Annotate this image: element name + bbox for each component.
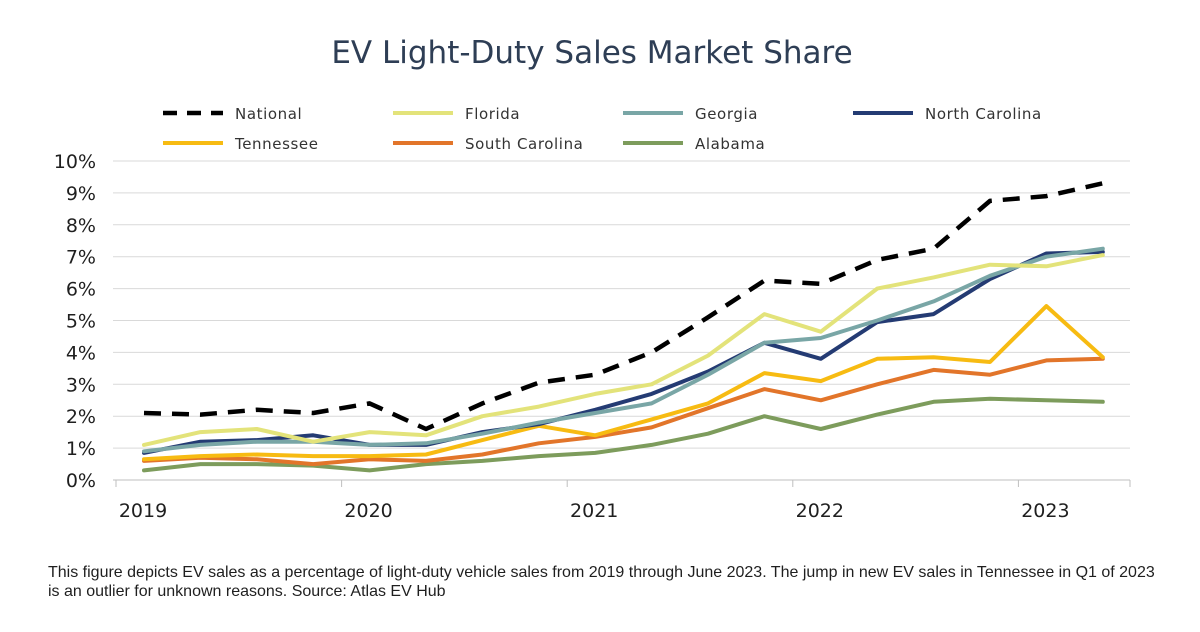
chart-gridlines: [113, 160, 1130, 449]
chart-series: [142, 181, 1105, 473]
legend-label: Georgia: [695, 105, 758, 123]
y-tick-label: 6%: [66, 279, 96, 301]
x-axis: 2019 2020 2021 2022 2023: [113, 479, 1131, 522]
legend-label: Florida: [465, 105, 520, 123]
x-tick-label: 2021: [570, 500, 618, 522]
series-line-alabama: [142, 396, 1105, 473]
legend-label: National: [235, 105, 302, 123]
series-line-north-carolina: [142, 249, 1105, 455]
y-tick-label: 9%: [66, 183, 96, 205]
y-tick-label: 0%: [66, 470, 96, 492]
chart-title: EV Light-Duty Sales Market Share: [331, 35, 852, 71]
chart-legend: National Florida Georgia North Carolina Tenn…: [163, 105, 1042, 153]
series-line-florida: [142, 253, 1105, 447]
y-tick-label: 2%: [66, 406, 96, 428]
legend-label: Tennessee: [234, 135, 319, 153]
y-tick-label: 8%: [66, 215, 96, 237]
x-tick-label: 2019: [119, 500, 167, 522]
x-tick-label: 2020: [344, 500, 392, 522]
y-tick-label: 5%: [66, 311, 96, 333]
x-tick-label: 2022: [796, 500, 844, 522]
figure-caption: This figure depicts EV sales as a percen…: [48, 564, 1155, 600]
y-axis-ticks: 0% 1% 2% 3% 4% 5% 6% 7% 8% 9% 10%: [54, 151, 96, 492]
y-tick-label: 7%: [66, 247, 96, 269]
series-line-national: [143, 181, 1104, 432]
y-tick-label: 4%: [66, 342, 96, 364]
series-line-south-carolina: [142, 356, 1105, 467]
legend-label: South Carolina: [465, 135, 583, 153]
legend-label: Alabama: [695, 135, 765, 153]
y-tick-label: 1%: [66, 438, 96, 460]
series-line-georgia: [142, 246, 1105, 454]
y-tick-label: 10%: [54, 151, 96, 173]
x-tick-label: 2023: [1021, 500, 1069, 522]
line-chart: EV Light-Duty Sales Market Share Nationa…: [54, 35, 1131, 522]
y-tick-label: 3%: [66, 374, 96, 396]
legend-label: North Carolina: [925, 105, 1042, 123]
series-line-tennessee: [142, 304, 1105, 462]
